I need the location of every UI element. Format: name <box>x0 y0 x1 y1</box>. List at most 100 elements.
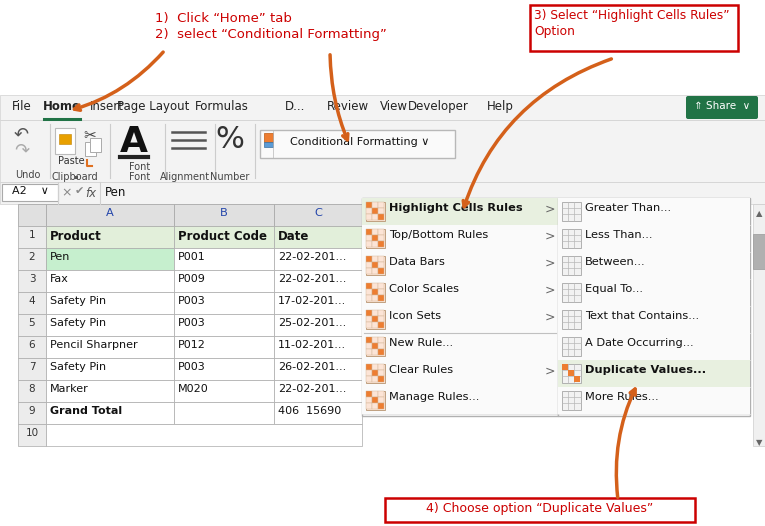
Bar <box>378 322 384 328</box>
Text: P003: P003 <box>178 318 206 328</box>
Text: >: > <box>545 284 555 297</box>
Bar <box>366 337 385 356</box>
Text: A: A <box>120 125 148 159</box>
Bar <box>366 229 385 248</box>
Bar <box>366 262 372 268</box>
Bar <box>378 208 384 214</box>
Bar <box>18 424 46 446</box>
Bar <box>174 226 274 248</box>
Text: 8: 8 <box>28 384 35 394</box>
Bar <box>366 391 385 410</box>
Bar <box>378 403 384 409</box>
Bar <box>362 306 558 333</box>
Bar <box>753 234 765 269</box>
Bar <box>264 133 273 142</box>
Bar <box>366 202 385 221</box>
Bar <box>372 364 378 370</box>
Text: 5: 5 <box>28 318 35 328</box>
Bar <box>366 343 372 349</box>
Bar <box>18 380 46 402</box>
Bar <box>372 349 378 355</box>
Bar <box>18 270 46 292</box>
Bar <box>562 283 581 302</box>
Bar <box>366 316 372 322</box>
Text: 3) Select “Highlight Cells Rules”: 3) Select “Highlight Cells Rules” <box>534 9 730 22</box>
Bar <box>378 364 384 370</box>
Text: ▼: ▼ <box>756 438 762 447</box>
Bar <box>366 283 385 302</box>
Bar <box>558 198 750 225</box>
Bar <box>378 289 384 295</box>
Text: ▲: ▲ <box>756 209 762 218</box>
Bar <box>260 130 455 158</box>
Text: A: A <box>106 208 114 218</box>
Bar <box>362 360 558 387</box>
Bar <box>362 198 558 225</box>
Text: Highlight Cells Rules: Highlight Cells Rules <box>389 203 522 213</box>
Bar <box>530 5 738 51</box>
Bar <box>366 337 372 343</box>
Text: Alignment: Alignment <box>160 172 210 182</box>
Bar <box>378 349 384 355</box>
Bar <box>372 202 378 208</box>
Text: 1)  Click “Home” tab: 1) Click “Home” tab <box>155 12 292 25</box>
Bar <box>46 314 174 336</box>
Text: Clear Rules: Clear Rules <box>389 365 453 375</box>
Text: Conditional Formatting ∨: Conditional Formatting ∨ <box>290 137 430 147</box>
Text: 1: 1 <box>28 230 35 240</box>
Text: 22-02-201...: 22-02-201... <box>278 252 347 262</box>
Text: Grand Total: Grand Total <box>50 406 122 416</box>
Bar <box>372 343 378 349</box>
Bar <box>366 208 372 214</box>
Text: P003: P003 <box>178 296 206 306</box>
Bar <box>274 204 362 226</box>
Bar <box>558 279 750 306</box>
Text: 22-02-201...: 22-02-201... <box>278 274 347 284</box>
Bar <box>378 343 384 349</box>
Text: Manage Rules...: Manage Rules... <box>389 392 480 402</box>
Bar <box>378 397 384 403</box>
Bar <box>378 283 384 289</box>
Text: Formulas: Formulas <box>195 100 249 113</box>
Text: 25-02-201...: 25-02-201... <box>278 318 347 328</box>
Bar <box>366 370 372 376</box>
Bar <box>366 283 372 289</box>
Text: >: > <box>545 311 555 324</box>
Bar <box>274 402 362 424</box>
Bar <box>274 226 362 248</box>
Text: 2)  select “Conditional Formatting”: 2) select “Conditional Formatting” <box>155 28 387 41</box>
Text: Product Code: Product Code <box>178 230 267 243</box>
Text: Insert: Insert <box>90 100 124 113</box>
Bar <box>378 310 384 316</box>
Bar <box>378 391 384 397</box>
Bar <box>372 397 378 403</box>
Bar <box>372 376 378 382</box>
Text: >: > <box>545 230 555 243</box>
Bar <box>18 248 46 270</box>
Bar <box>274 248 362 270</box>
Bar <box>362 252 558 279</box>
Bar <box>362 333 558 360</box>
Bar <box>46 204 174 226</box>
Text: Font: Font <box>129 162 151 172</box>
Text: Review: Review <box>327 100 369 113</box>
Text: Product: Product <box>50 230 102 243</box>
Bar <box>274 270 362 292</box>
Bar <box>46 424 362 446</box>
Text: P012: P012 <box>178 340 206 350</box>
Bar <box>46 248 174 270</box>
Bar <box>366 256 385 275</box>
Bar <box>174 248 274 270</box>
Text: %: % <box>216 125 245 154</box>
Text: M020: M020 <box>178 384 209 394</box>
Bar <box>562 256 581 275</box>
Text: P003: P003 <box>178 362 206 372</box>
Text: ✔: ✔ <box>74 186 83 196</box>
Text: C: C <box>314 208 322 218</box>
Bar <box>378 268 384 274</box>
Bar <box>562 337 581 356</box>
Text: Developer: Developer <box>408 100 468 113</box>
Bar <box>558 306 750 333</box>
Text: Equal To...: Equal To... <box>585 284 643 294</box>
Bar <box>378 202 384 208</box>
